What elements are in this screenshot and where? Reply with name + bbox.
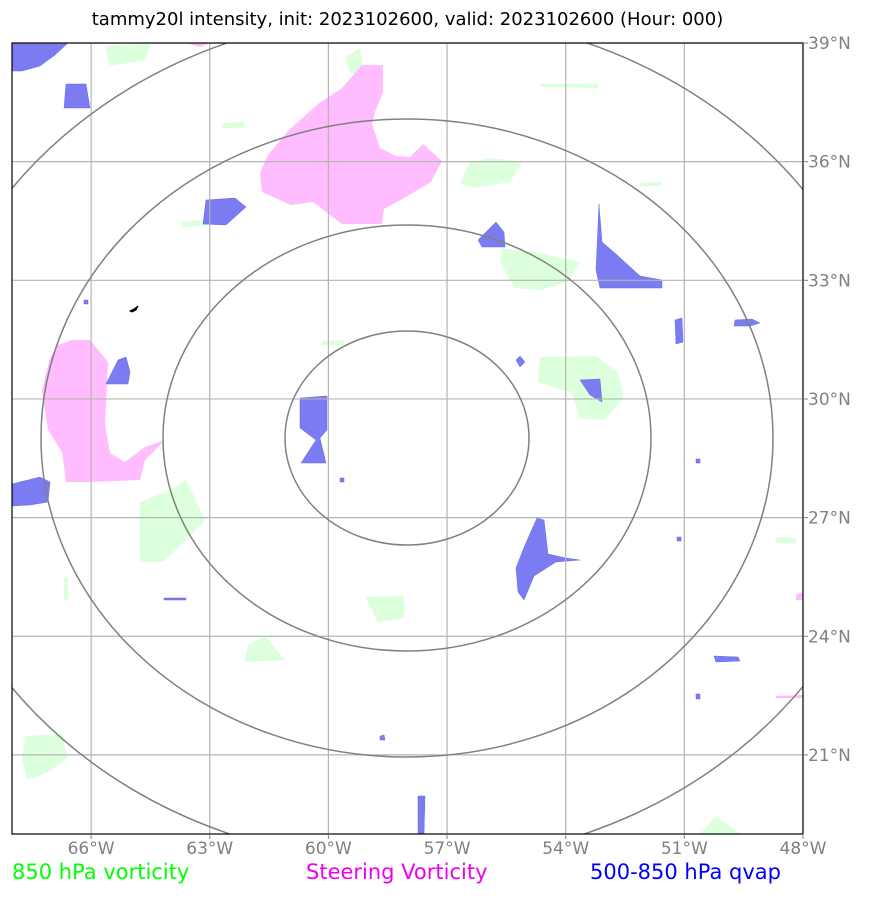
grid-lines bbox=[12, 43, 803, 834]
qvap-region bbox=[83, 299, 89, 305]
island-outline bbox=[128, 305, 139, 313]
vorticity-850-region bbox=[244, 636, 285, 662]
vorticity-850-region bbox=[700, 816, 740, 834]
y-tick-label: 33°N bbox=[808, 271, 851, 291]
vorticity-850-region bbox=[182, 220, 206, 227]
y-tick-label: 36°N bbox=[808, 153, 851, 173]
vorticity-850-region bbox=[22, 734, 68, 780]
legend-qvap: 500-850 hPa qvap bbox=[590, 860, 781, 884]
qvap-region bbox=[477, 221, 506, 248]
steering-vorticity-region bbox=[776, 695, 803, 698]
vorticity-850-region bbox=[64, 578, 68, 600]
vorticity-850-region bbox=[460, 158, 522, 188]
qvap-region bbox=[12, 43, 69, 72]
x-tick-label: 57°W bbox=[424, 839, 471, 859]
range-ring bbox=[284, 330, 530, 546]
x-tick-label: 66°W bbox=[68, 839, 115, 859]
range-rings bbox=[12, 43, 803, 834]
qvap-region bbox=[733, 318, 761, 327]
qvap-region bbox=[63, 83, 91, 109]
qvap-region bbox=[202, 197, 247, 226]
vorticity-850-region bbox=[640, 182, 662, 186]
y-tick-label: 27°N bbox=[808, 509, 851, 529]
legend-vorticity-850: 850 hPa vorticity bbox=[12, 860, 190, 884]
qvap-region bbox=[695, 693, 701, 700]
y-tick-label: 21°N bbox=[808, 746, 851, 766]
range-ring bbox=[162, 224, 652, 652]
qvap-region bbox=[417, 795, 426, 834]
qvap-region bbox=[515, 355, 526, 368]
x-tick-label: 54°W bbox=[542, 839, 589, 859]
vorticity-850-region bbox=[538, 356, 624, 420]
vorticity-850-region bbox=[540, 84, 600, 88]
qvap-region bbox=[676, 536, 682, 542]
vorticity-850-region bbox=[322, 340, 344, 345]
qvap-region bbox=[299, 395, 328, 464]
vorticity-850-region bbox=[140, 480, 205, 562]
axis-ticks: 66°W 63°W 60°W 57°W 54°W 51°W 48°W 39°N 36°N 33°N… bbox=[68, 34, 851, 859]
range-ring bbox=[40, 118, 774, 758]
qvap-region bbox=[163, 597, 187, 601]
qvap-region bbox=[339, 477, 345, 483]
x-tick-label: 51°W bbox=[661, 839, 708, 859]
vorticity-850-region bbox=[500, 248, 580, 290]
range-ring bbox=[12, 43, 803, 834]
steering-vorticity-region bbox=[42, 340, 165, 482]
vorticity-850-region bbox=[105, 44, 150, 66]
qvap-region bbox=[515, 517, 581, 601]
qvap-region bbox=[379, 734, 386, 741]
y-tick-label: 30°N bbox=[808, 390, 851, 410]
map-frame bbox=[11, 42, 804, 835]
qvap-region bbox=[579, 378, 603, 403]
map-title: tammy20l intensity, init: 2023102600, va… bbox=[91, 9, 724, 30]
legend-steering-vorticity: Steering Vorticity bbox=[306, 860, 488, 884]
steering-vorticity-region bbox=[260, 65, 442, 224]
vorticity-850-region bbox=[365, 596, 404, 622]
x-tick-label: 60°W bbox=[305, 839, 352, 859]
qvap-region bbox=[105, 356, 131, 385]
vorticity-850-region bbox=[222, 122, 245, 128]
steering-vorticity-layer bbox=[42, 43, 803, 698]
steering-vorticity-region bbox=[796, 592, 803, 600]
y-tick-label: 39°N bbox=[808, 34, 851, 54]
x-tick-label: 48°W bbox=[780, 839, 827, 859]
qvap-region bbox=[674, 317, 684, 345]
vorticity-850-region bbox=[776, 537, 796, 543]
steering-vorticity-region bbox=[185, 43, 210, 47]
y-tick-label: 24°N bbox=[808, 627, 851, 647]
qvap-region bbox=[595, 203, 663, 289]
qvap-region bbox=[713, 655, 741, 663]
x-tick-label: 63°W bbox=[186, 839, 233, 859]
qvap-region bbox=[695, 458, 701, 464]
vorticity-850-layer bbox=[22, 44, 796, 834]
